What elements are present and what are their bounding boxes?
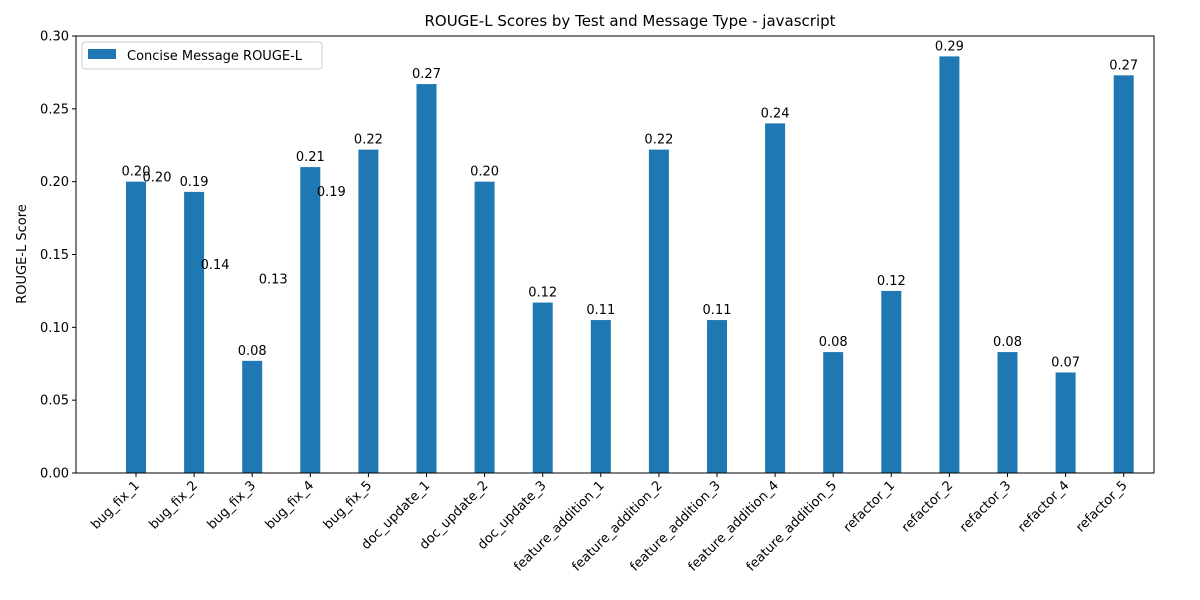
value-label-feature_addition_5: 0.08 [819, 335, 848, 350]
extra-label-1: 0.14 [201, 258, 230, 273]
extra-label-2: 0.13 [259, 273, 288, 288]
value-label-feature_addition_3: 0.11 [703, 303, 732, 318]
bar-feature_addition_4 [765, 123, 786, 474]
bar-bug_fix_5 [358, 149, 379, 473]
y-tick-label: 0.20 [40, 175, 69, 190]
value-label-doc_update_2: 0.20 [470, 165, 499, 180]
y-tick-label: 0.00 [40, 467, 69, 482]
bar-feature_addition_1 [590, 320, 611, 473]
bar-bug_fix_3 [242, 360, 263, 473]
value-label-bug_fix_5: 0.22 [354, 133, 383, 148]
legend: Concise Message ROUGE-L [81, 41, 323, 70]
y-tick-label: 0.10 [40, 321, 69, 336]
y-axis-label: ROUGE-L Score [15, 204, 30, 304]
bar-refactor_1 [881, 290, 902, 473]
value-label-refactor_3: 0.08 [993, 335, 1022, 350]
legend-swatch [88, 49, 116, 59]
value-label-refactor_4: 0.07 [1051, 355, 1080, 370]
bar-refactor_2 [939, 56, 960, 473]
value-label-doc_update_1: 0.27 [412, 67, 441, 82]
chart-title: ROUGE-L Scores by Test and Message Type … [424, 12, 835, 30]
extra-label-0: 0.20 [143, 171, 172, 186]
y-tick-label: 0.25 [40, 102, 69, 117]
value-label-refactor_2: 0.29 [935, 39, 964, 54]
value-label-bug_fix_2: 0.19 [180, 175, 209, 190]
bar-doc_update_1 [416, 84, 437, 473]
bar-doc_update_3 [532, 302, 553, 473]
y-tick-label: 0.05 [40, 394, 69, 409]
legend-label: Concise Message ROUGE-L [127, 49, 303, 64]
y-tick-label: 0.15 [40, 248, 69, 263]
bar-refactor_4 [1055, 372, 1076, 473]
bar-feature_addition_2 [648, 149, 669, 473]
value-label-feature_addition_4: 0.24 [761, 106, 790, 121]
value-label-feature_addition_2: 0.22 [644, 133, 673, 148]
bar-feature_addition_3 [707, 320, 727, 473]
bar-doc_update_2 [474, 181, 495, 473]
data-labels-layer: 0.20 0.19 0.08 0.21 0.22 0.27 0.20 0.12 0.11 0.22… [122, 39, 1139, 370]
bars-layer [126, 56, 1134, 474]
value-label-feature_addition_1: 0.11 [586, 303, 615, 318]
bar-refactor_5 [1113, 75, 1134, 473]
extra-label-3: 0.19 [317, 185, 346, 200]
bar-bug_fix_2 [184, 191, 205, 473]
value-label-bug_fix_4: 0.21 [296, 150, 325, 165]
y-tick-label: 0.30 [40, 30, 69, 45]
bar-feature_addition_5 [823, 352, 844, 473]
value-label-refactor_1: 0.12 [877, 274, 906, 289]
value-label-doc_update_3: 0.12 [528, 286, 557, 301]
legend-box [81, 41, 323, 70]
value-label-bug_fix_3: 0.08 [238, 344, 267, 359]
bar-refactor_3 [997, 352, 1018, 473]
value-label-refactor_5: 0.27 [1109, 58, 1138, 73]
bar-bug_fix_4 [300, 167, 321, 473]
bar-bug_fix_1 [126, 181, 146, 473]
value-label-bug_fix_1: 0.20 [122, 165, 151, 180]
